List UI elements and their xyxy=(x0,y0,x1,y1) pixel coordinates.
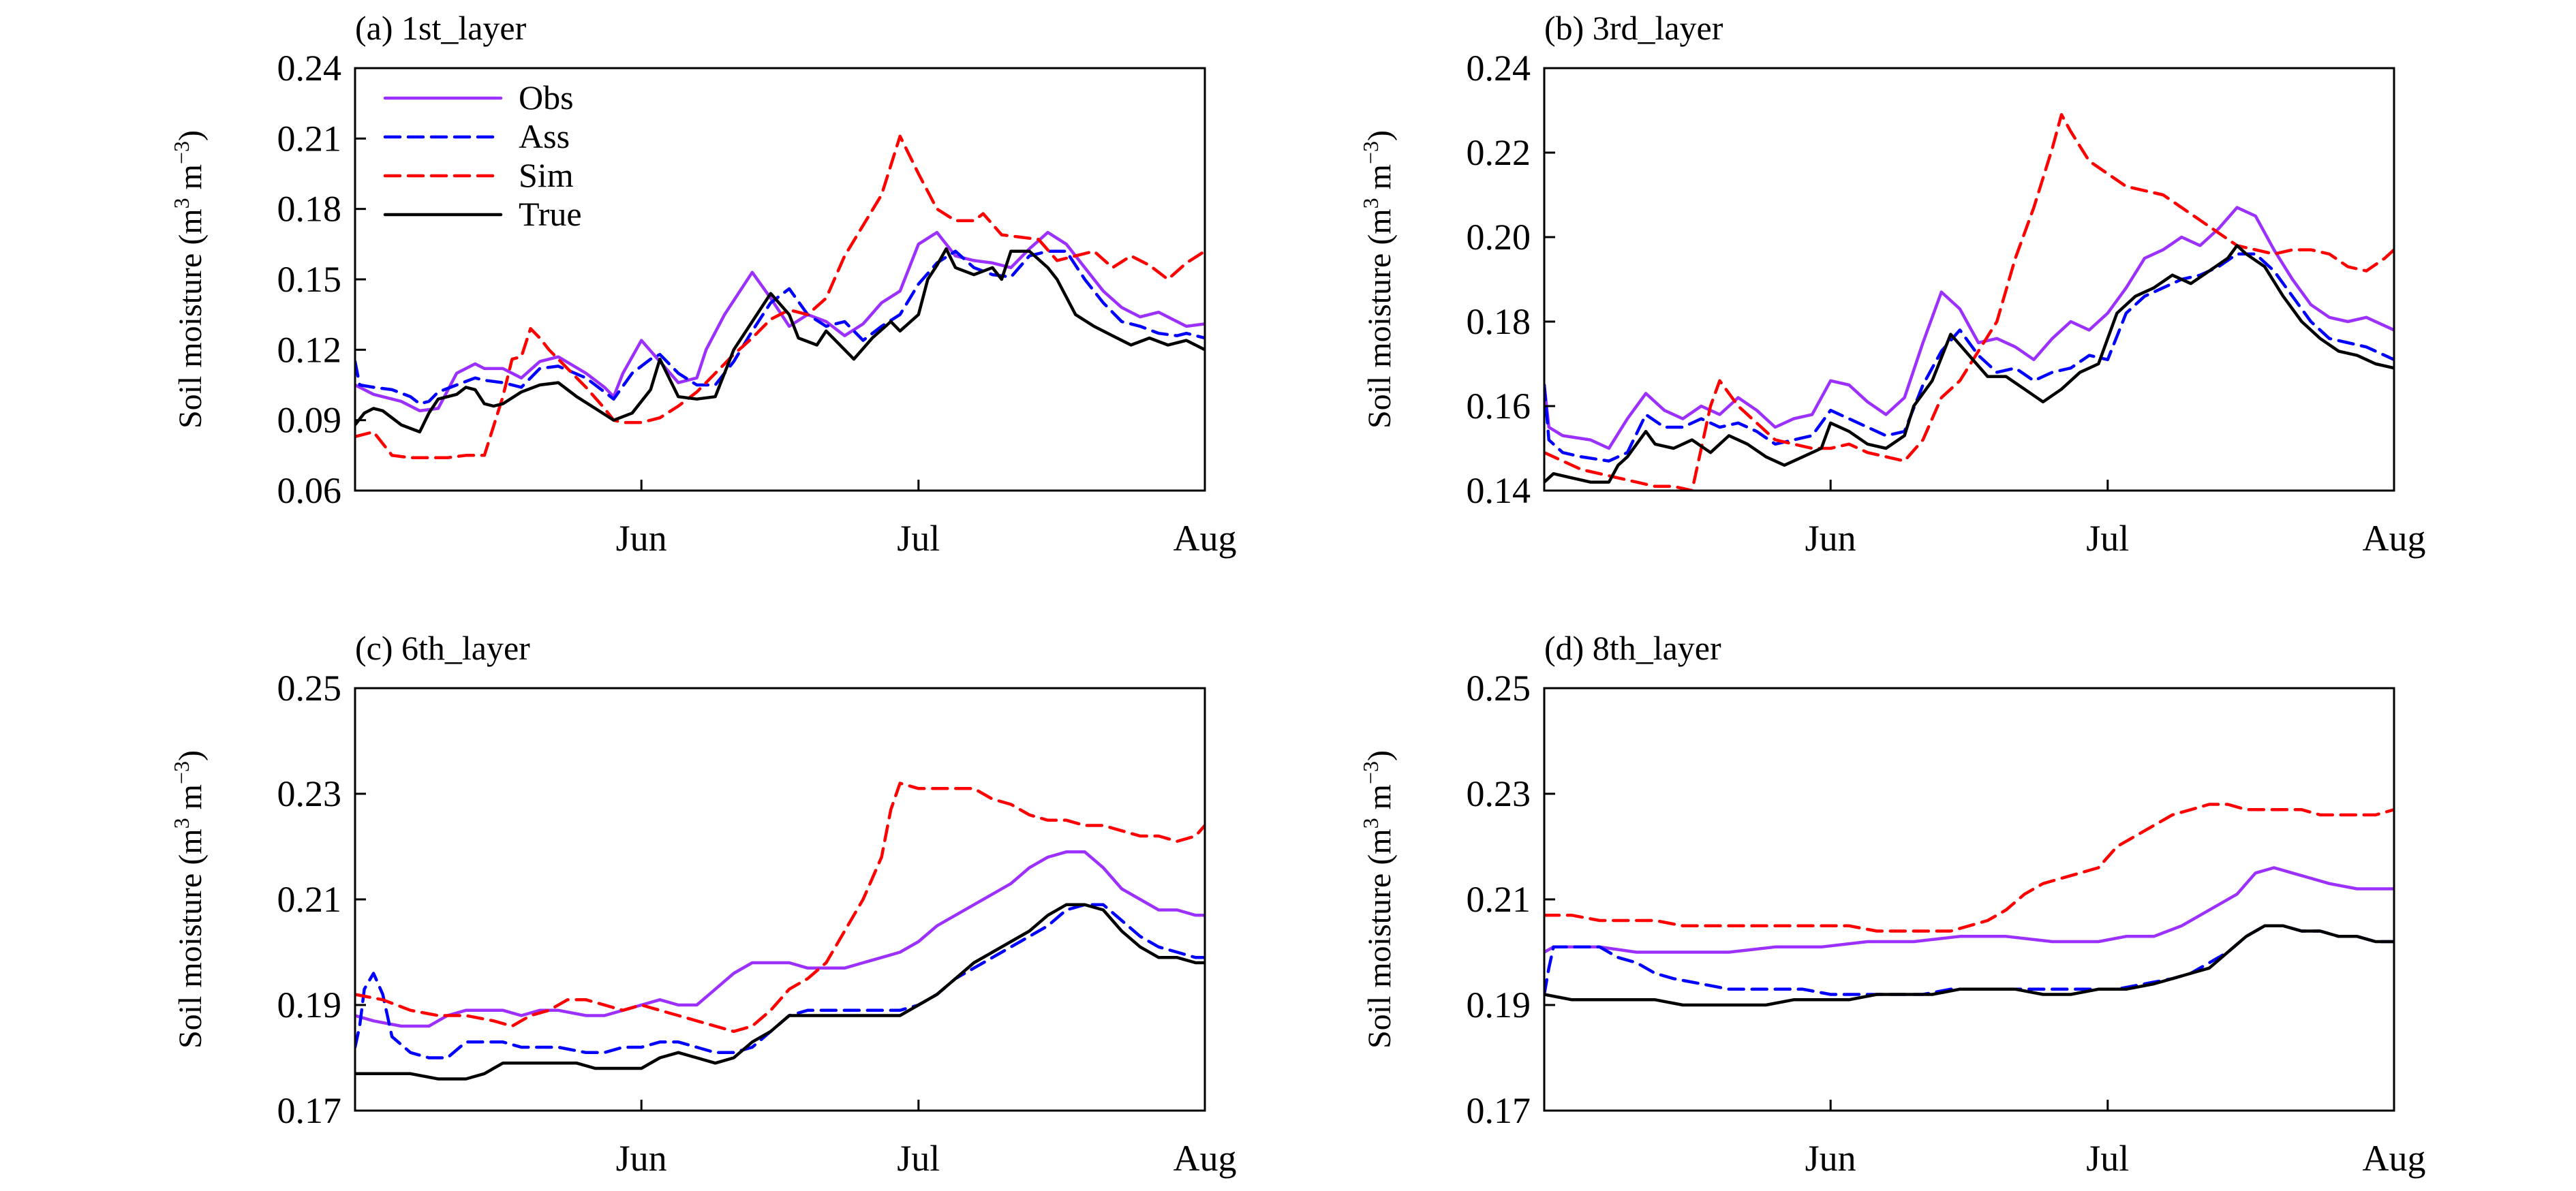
y-tick-label: 0.14 xyxy=(1467,470,1531,511)
plot-frame xyxy=(1543,687,2395,1112)
y-tick-label: 0.20 xyxy=(1467,217,1531,258)
series-ass-line xyxy=(1544,252,2394,463)
series-true-line xyxy=(355,247,1205,434)
series-sim-line xyxy=(1544,803,2394,933)
y-tick-label: 0.25 xyxy=(1467,668,1531,709)
y-axis-title-part: −3 xyxy=(1358,761,1383,784)
y-axis-title: Soil moisture (m3 m−3) xyxy=(169,750,209,1049)
y-tick-label: 0.21 xyxy=(277,879,342,920)
y-axis-title-part: 3 xyxy=(1358,818,1383,829)
x-tick-label: Jun xyxy=(616,1138,667,1179)
series-sim-line xyxy=(355,782,1205,1034)
y-tick-label: 0.18 xyxy=(277,189,342,230)
y-axis-title-part: Soil moisture (m xyxy=(1362,829,1398,1049)
y-axis-title-part: m xyxy=(1362,164,1398,198)
series-true-line xyxy=(1544,924,2394,1007)
panel-title: (c) 6th_layer xyxy=(355,629,530,667)
series-sim-line xyxy=(355,134,1205,460)
x-tick-label: Jul xyxy=(2086,518,2129,559)
y-axis-title: Soil moisture (m3 m−3) xyxy=(1358,130,1398,429)
legend-label-true: True xyxy=(519,195,582,233)
plot-frame xyxy=(1543,67,2395,492)
y-axis-title: Soil moisture (m3 m−3) xyxy=(1358,750,1398,1049)
series-group xyxy=(355,782,1205,1081)
y-tick-label: 0.21 xyxy=(1467,879,1531,920)
y-axis-title-part: −3 xyxy=(169,761,194,784)
y-axis-title-part: Soil moisture (m xyxy=(172,208,209,429)
y-tick-label: 0.09 xyxy=(277,400,342,441)
y-tick-label: 0.06 xyxy=(277,470,342,511)
y-tick-label: 0.17 xyxy=(277,1090,342,1131)
y-axis-title-part: ) xyxy=(1362,130,1398,141)
x-tick-label: Aug xyxy=(2363,1138,2426,1179)
series-group xyxy=(355,134,1205,460)
y-axis-title-part: m xyxy=(1362,784,1398,818)
y-tick-label: 0.25 xyxy=(277,668,342,709)
y-axis-title: Soil moisture (m3 m−3) xyxy=(169,130,209,429)
x-tick-label: Jun xyxy=(1805,518,1856,559)
y-tick-label: 0.17 xyxy=(1467,1090,1531,1131)
panel-title: (b) 3rd_layer xyxy=(1544,9,1723,47)
y-tick-label: 0.22 xyxy=(1467,132,1531,173)
series-true-line xyxy=(1544,244,2394,484)
series-obs-line xyxy=(355,230,1205,413)
y-axis-title-part: −3 xyxy=(1358,141,1383,164)
y-tick-label: 0.23 xyxy=(277,773,342,814)
panel-a: 0.06 0.09 0.12 0.15 0.18 0.21 0.24 Jun Jul Aug (a)… xyxy=(169,9,1237,559)
panel-c: 0.17 0.19 0.21 0.23 0.25 Jun Jul Aug (c) 6th_lay… xyxy=(169,629,1237,1179)
y-axis-title-part: −3 xyxy=(169,141,194,164)
y-tick-label: 0.16 xyxy=(1467,386,1531,427)
y-axis-title-part: m xyxy=(172,164,209,198)
series-group xyxy=(1544,803,2394,1007)
y-tick-label: 0.18 xyxy=(1467,301,1531,342)
y-axis-title-part: 3 xyxy=(1358,198,1383,208)
x-tick-label: Jun xyxy=(1805,1138,1856,1179)
y-tick-label: 0.24 xyxy=(1467,48,1531,89)
series-group xyxy=(1544,112,2394,491)
x-tick-label: Jul xyxy=(897,518,940,559)
y-axis-title-part: Soil moisture (m xyxy=(1362,208,1398,429)
y-tick-label: 0.12 xyxy=(277,329,342,370)
series-ass-line xyxy=(355,249,1205,405)
series-obs-line xyxy=(1544,206,2394,450)
panel-d: 0.17 0.19 0.21 0.23 0.25 Jun Jul Aug (d) 8th_lay… xyxy=(1358,629,2426,1179)
y-tick-label: 0.21 xyxy=(277,118,342,159)
legend-label-ass: Ass xyxy=(519,117,570,155)
legend-label-sim: Sim xyxy=(519,156,574,194)
plot-frame xyxy=(354,67,1206,492)
x-tick-label: Jul xyxy=(897,1138,940,1179)
y-axis-title-part: ) xyxy=(172,750,209,761)
y-axis-title-part: ) xyxy=(1362,750,1398,761)
series-true-line xyxy=(355,903,1205,1081)
x-tick-label: Aug xyxy=(2363,518,2426,559)
series-sim-line xyxy=(1544,112,2394,491)
series-obs-line xyxy=(1544,866,2394,954)
panel-title: (a) 1st_layer xyxy=(355,9,527,47)
x-tick-label: Jul xyxy=(2086,1138,2129,1179)
y-tick-label: 0.19 xyxy=(1467,985,1531,1025)
y-tick-label: 0.19 xyxy=(277,985,342,1025)
y-axis-title-part: 3 xyxy=(169,818,194,829)
legend-label-obs: Obs xyxy=(519,78,574,117)
series-obs-line xyxy=(355,850,1205,1028)
y-axis-title-part: m xyxy=(172,784,209,818)
x-tick-label: Aug xyxy=(1174,518,1237,559)
y-tick-label: 0.24 xyxy=(277,48,342,89)
y-tick-label: 0.15 xyxy=(277,259,342,300)
x-tick-label: Jun xyxy=(616,518,667,559)
series-ass-line xyxy=(355,903,1205,1059)
y-axis-title-part: ) xyxy=(172,130,209,141)
y-axis-title-part: Soil moisture (m xyxy=(172,829,209,1049)
y-tick-label: 0.23 xyxy=(1467,773,1531,814)
plot-frame xyxy=(354,687,1206,1112)
y-axis-title-part: 3 xyxy=(169,198,194,208)
x-tick-label: Aug xyxy=(1174,1138,1237,1179)
panel-b: 0.14 0.16 0.18 0.20 0.22 0.24 Jun Jul Aug (b) 3rd… xyxy=(1358,9,2426,559)
panel-title: (d) 8th_layer xyxy=(1544,629,1721,667)
